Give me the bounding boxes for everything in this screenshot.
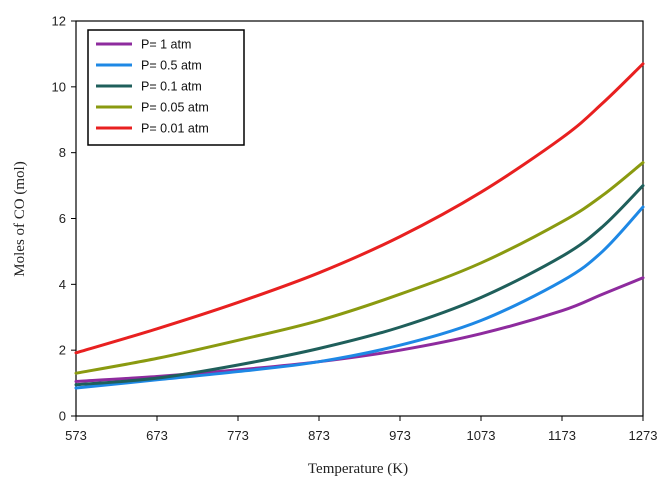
legend-label: P= 0.01 atm [141, 122, 209, 136]
y-tick-label: 2 [59, 343, 66, 358]
x-axis-title: Temperature (K) [308, 461, 408, 477]
series-line-2 [74, 205, 645, 390]
y-tick-label: 8 [59, 145, 66, 160]
legend-label: P= 0.05 atm [141, 101, 209, 115]
legend-item-4: P= 0.05 atm [96, 101, 209, 115]
x-tick-label: 973 [389, 428, 411, 443]
legend-item-5: P= 0.01 atm [96, 122, 209, 136]
legend-label: P= 0.5 atm [141, 59, 202, 73]
x-tick-label: 1273 [629, 428, 658, 443]
y-tick-label: 12 [52, 14, 66, 29]
legend-item-3: P= 0.1 atm [96, 80, 202, 94]
legend-label: P= 0.1 atm [141, 80, 202, 94]
x-tick-label: 573 [65, 428, 87, 443]
x-tick-label: 1173 [548, 428, 576, 443]
x-tick-label: 873 [308, 428, 330, 443]
legend-label: P= 1 atm [141, 38, 191, 52]
legend-item-2: P= 0.5 atm [96, 59, 202, 73]
x-tick-label: 673 [146, 428, 168, 443]
legend-item-1: P= 1 atm [96, 38, 191, 52]
series-line-4 [74, 161, 645, 375]
series-lines [74, 62, 645, 390]
series-line-5 [74, 62, 645, 355]
series-line-3 [74, 184, 645, 387]
y-tick-label: 4 [59, 277, 66, 292]
axes: 573 673 773 873 973 1073 1173 1273 0 2 4 6 8 10 12 [52, 14, 658, 444]
x-tick-label: 773 [227, 428, 249, 443]
y-tick-label: 10 [52, 79, 66, 94]
series-line-1 [74, 276, 645, 383]
y-axis-title: Moles of CO (mol) [12, 161, 28, 276]
y-tick-label: 0 [59, 409, 66, 424]
x-tick-label: 1073 [467, 428, 496, 443]
y-tick-label: 6 [59, 211, 66, 226]
legend: P= 1 atm P= 0.5 atm P= 0.1 atm P= 0.05 atm P… [87, 29, 245, 146]
